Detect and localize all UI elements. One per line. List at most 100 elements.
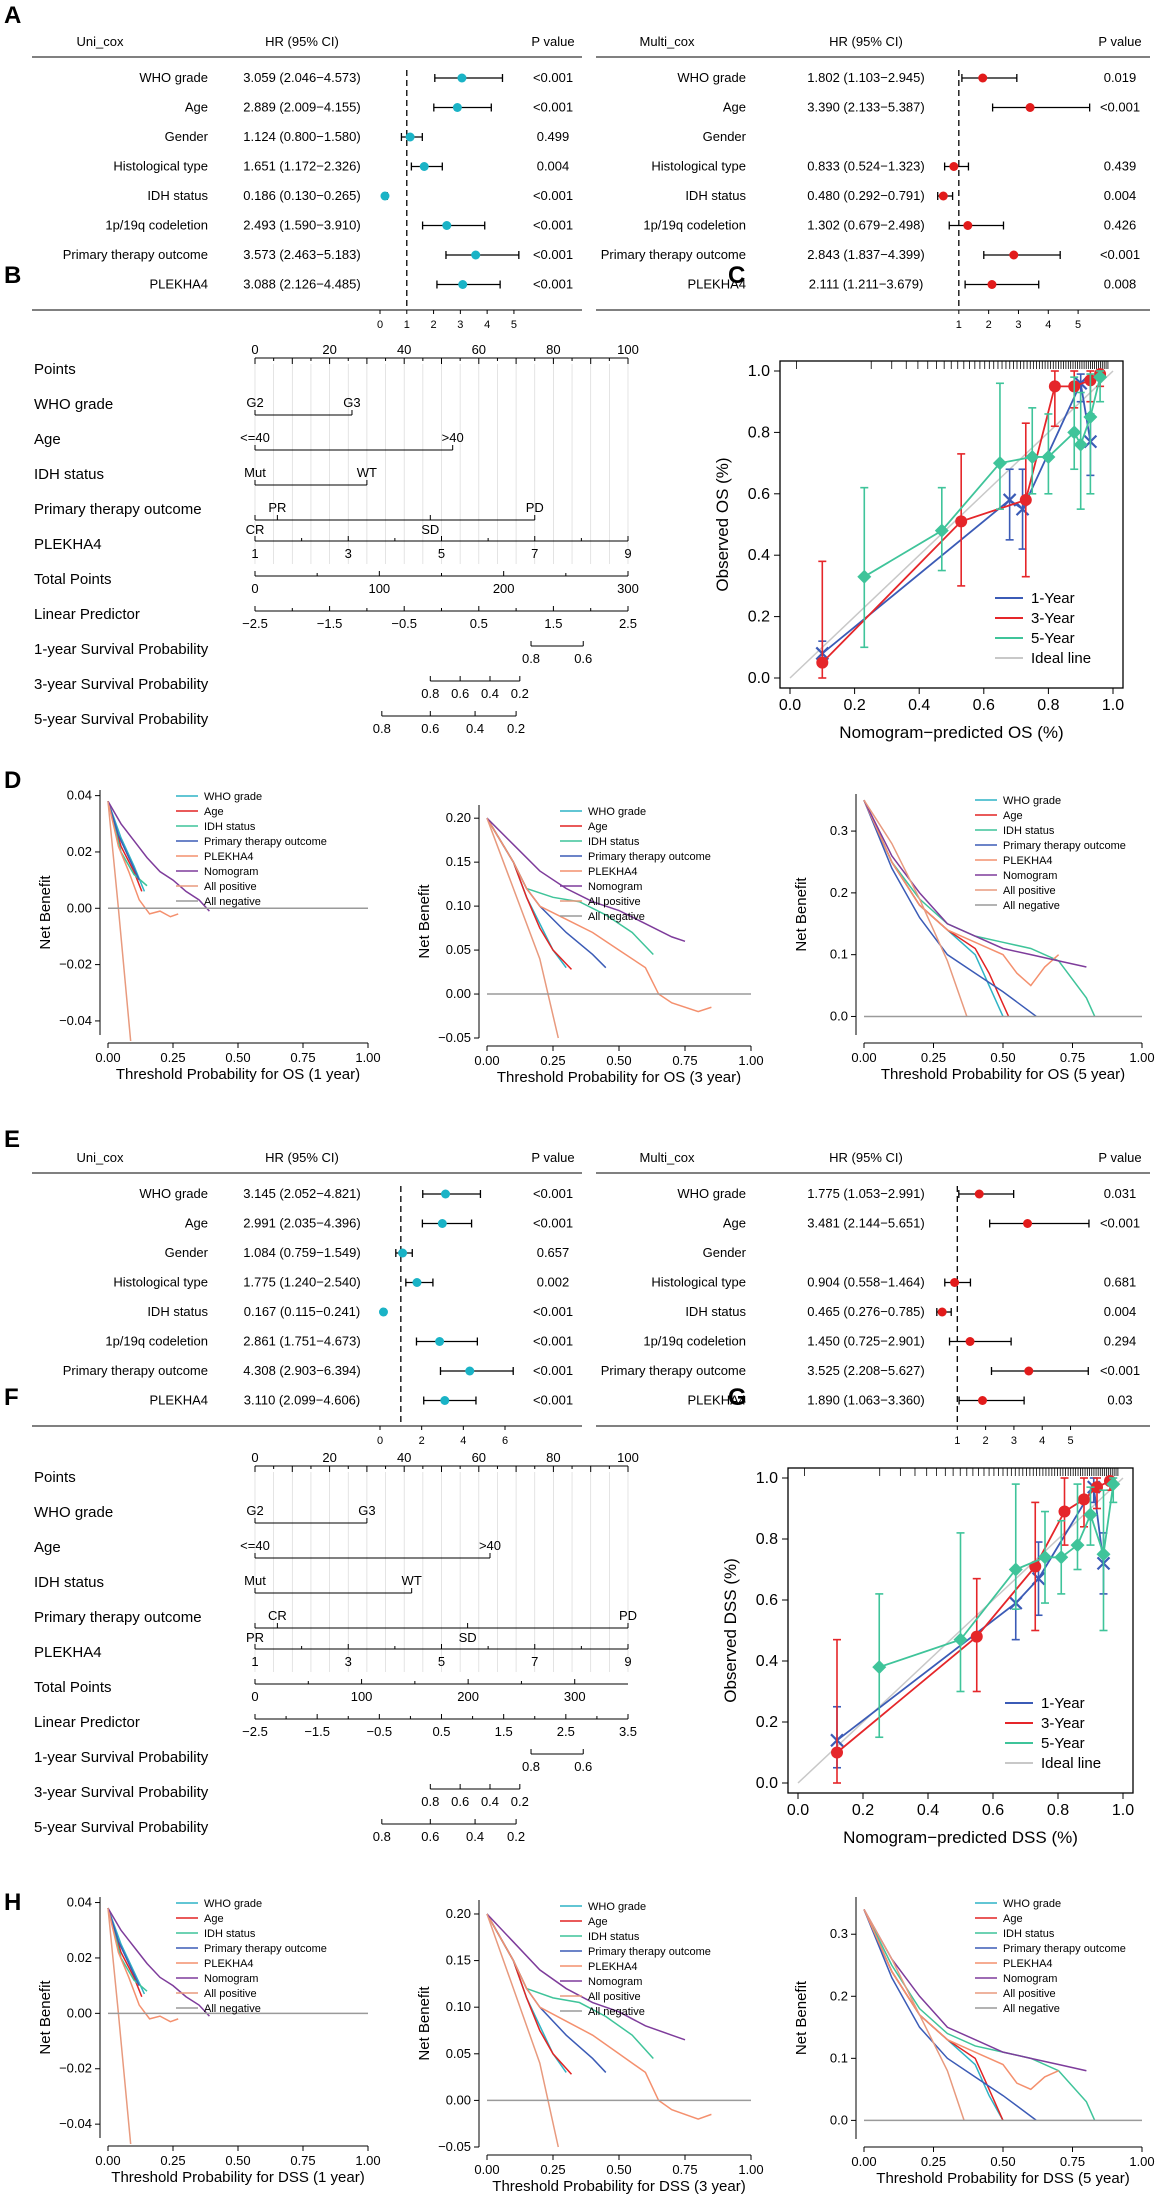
- legend-label-idh-status: IDH status: [204, 821, 256, 833]
- legend-label-plekha4: PLEKHA4: [204, 1958, 254, 1970]
- nomogram-F: Points 0 20 40 60 80 100 WHO grade G2 G3 Age <=40 >4…: [34, 1450, 639, 1844]
- x-tick-label: 0.25: [921, 2154, 946, 2169]
- y-tick-label: 0.8: [756, 1531, 778, 1548]
- x-tick-label: 0.50: [606, 1053, 631, 1068]
- forest-header-hr: HR (95% CI): [265, 34, 339, 49]
- points-tick-label: 60: [472, 1450, 486, 1465]
- axis-tick-label: −0.5: [391, 616, 417, 631]
- y-tick-label: 0.3: [830, 1926, 848, 1941]
- level-label-wt: WT: [402, 1573, 422, 1588]
- legend-label-age: Age: [1003, 1913, 1023, 1925]
- row-p-primary-therapy-outcome: <0.001: [1100, 247, 1140, 262]
- hr-point: [465, 1366, 475, 1376]
- row-p-idh-status: <0.001: [533, 1304, 573, 1319]
- legend-label-plekha4: PLEKHA4: [588, 1961, 638, 1973]
- series-line-primary-therapy-outcome: [107, 801, 140, 881]
- row-hr-primary-therapy-outcome: 4.308 (2.903−6.394): [243, 1363, 360, 1378]
- y-tick-label: 0.00: [446, 986, 471, 1001]
- axis-tick-label: 9: [624, 546, 631, 561]
- axis-tick-label: 3.5: [619, 1724, 637, 1739]
- hr-point: [419, 162, 429, 171]
- x-tick-label: 0.8: [1047, 1802, 1069, 1819]
- hr-point: [441, 1189, 451, 1199]
- row-label-gender: Gender: [703, 129, 747, 144]
- level-label-cr: CR: [268, 1608, 287, 1623]
- row-hr-histological-type: 0.904 (0.558−1.464): [807, 1275, 924, 1290]
- row-label-1p-19q-codeletion: 1p/19q codeletion: [643, 218, 746, 233]
- x-tick-label: 0.25: [160, 1050, 185, 1065]
- row-p-histological-type: 0.004: [537, 159, 570, 174]
- legend-label-5-year: 5-Year: [1041, 1735, 1085, 1752]
- row-hr-age: 2.889 (2.009−4.155): [243, 100, 360, 115]
- legend-label-primary-therapy-outcome: Primary therapy outcome: [588, 1946, 711, 1958]
- legend-label-all-positive: All positive: [204, 881, 257, 893]
- y-tick-label: 1.0: [748, 363, 770, 380]
- row-hr-histological-type: 1.651 (1.172−2.326): [243, 159, 360, 174]
- row-label-plekha4: PLEKHA4: [687, 1393, 746, 1408]
- axis-tick-label: 100: [368, 581, 390, 596]
- forest-plot-E-uni: Uni_cox HR (95% CI) P value 0 2 4 6 WHO grade 3.…: [32, 1150, 582, 1447]
- series-line-nomogram: [486, 817, 686, 942]
- row-label-age: Age: [185, 1216, 208, 1231]
- prob-tick-label: 0.6: [451, 686, 469, 701]
- x-axis-label: Threshold Probability for DSS (3 year): [492, 2178, 745, 2195]
- legend-label-all-negative: All negative: [204, 2003, 261, 2015]
- y-tick-label: −0.05: [438, 1030, 471, 1045]
- row-label-idh-status: IDH status: [147, 1304, 208, 1319]
- y-axis-label: Observed OS (%): [713, 457, 732, 591]
- marker-diamond: [872, 1660, 887, 1675]
- row-hr-who-grade: 1.775 (1.053−2.991): [807, 1186, 924, 1201]
- row-hr-idh-status: 0.167 (0.115−0.241): [244, 1304, 361, 1319]
- panel-letter-e: E: [4, 1126, 20, 1153]
- hr-point: [937, 1307, 947, 1317]
- marker-circle: [1058, 1505, 1071, 1518]
- legend-label-age: Age: [204, 806, 224, 818]
- legend-label-idh-status: IDH status: [588, 1931, 640, 1943]
- x-tick-label: 0.00: [851, 1050, 876, 1065]
- level-label-sd: SD: [459, 1630, 477, 1645]
- y-tick-label: 0.04: [67, 788, 92, 803]
- series-line-primary-therapy-outcome: [863, 1909, 1037, 2121]
- row-hr-gender: 1.084 (0.759−1.549): [243, 1245, 360, 1260]
- x-axis-label: Threshold Probability for DSS (1 year): [111, 2169, 364, 2186]
- legend-label-all-positive: All positive: [1003, 1988, 1056, 2000]
- marker-diamond: [1008, 1562, 1023, 1577]
- legend-label-3-year: 3-Year: [1041, 1715, 1085, 1732]
- y-axis-label: Observed DSS (%): [721, 1558, 740, 1703]
- points-tick-label: 100: [617, 342, 639, 357]
- row-p-histological-type: 0.681: [1104, 1275, 1137, 1290]
- x-tick-label: 0.00: [474, 2162, 499, 2177]
- row-p-gender: 0.499: [537, 129, 570, 144]
- x-tick-label: 0.75: [290, 2153, 315, 2168]
- level-label-pd: PD: [526, 500, 544, 515]
- legend-label-primary-therapy-outcome: Primary therapy outcome: [204, 836, 327, 848]
- axis-tick-label: 5: [438, 546, 445, 561]
- axis-tick-label: 0: [251, 1689, 258, 1704]
- series-line-primary-therapy-outcome: [863, 799, 1037, 1018]
- panel-letter-a: A: [4, 2, 21, 29]
- x-tick-label: 0.2: [843, 697, 865, 714]
- x-tick-label: 0.00: [474, 1053, 499, 1068]
- axis-tick-label: 1: [251, 546, 258, 561]
- x-tick-label: 2: [983, 1435, 989, 1447]
- forest-plot-A-multi: Multi_cox HR (95% CI) P value 1 2 3 4 5 WHO grad…: [596, 34, 1150, 331]
- row-p-who-grade: <0.001: [533, 1186, 573, 1201]
- points-tick-label: 20: [322, 342, 336, 357]
- x-tick-label: 0.25: [540, 2162, 565, 2177]
- x-axis-label: Nomogram−predicted OS (%): [839, 723, 1063, 742]
- forest-plot-E-multi: Multi_cox HR (95% CI) P value 1 2 3 4 5 WHO grad…: [596, 1150, 1150, 1447]
- row-label-age: Age: [723, 100, 746, 115]
- hr-point: [1024, 1366, 1034, 1376]
- prob-tick-label: 0.4: [466, 1829, 484, 1844]
- row-hr-primary-therapy-outcome: 3.525 (2.208−5.627): [807, 1363, 924, 1378]
- row-p-primary-therapy-outcome: <0.001: [1100, 1363, 1140, 1378]
- series-line-plekha4: [486, 817, 712, 1013]
- nomogram-label-linear-predictor: Linear Predictor: [34, 606, 140, 623]
- nomogram-label-points: Points: [34, 1469, 76, 1486]
- marker-diamond: [1067, 425, 1082, 440]
- legend-label-all-positive: All positive: [588, 896, 641, 908]
- dca-plot-D3: 0.00 0.25 0.50 0.75 1.00 0.0 0.1 0.2 0.3 Threshol…: [793, 794, 1155, 1083]
- legend-label-all-negative: All negative: [1003, 2003, 1060, 2015]
- row-label-who-grade: WHO grade: [139, 1186, 208, 1201]
- nomogram-label-1-year-survival-probability: 1-year Survival Probability: [34, 1749, 209, 1766]
